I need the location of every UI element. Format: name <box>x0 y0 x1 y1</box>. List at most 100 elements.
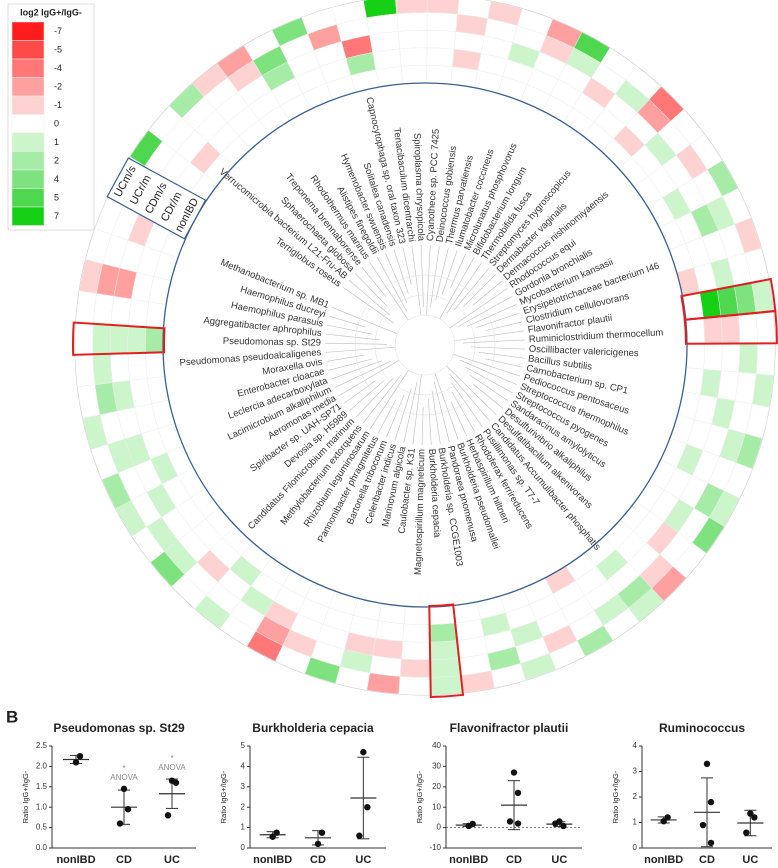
plot-title: Burkholderia cepacia <box>252 721 374 735</box>
legend-label: -7 <box>54 26 62 36</box>
tree-branch <box>463 274 496 308</box>
heatmap-cell <box>426 12 458 32</box>
y-tick-label: 2.5 <box>36 741 48 750</box>
heatmap-cell <box>145 352 166 379</box>
heatmap-cell <box>128 298 150 328</box>
heatmap-cell <box>375 620 405 642</box>
heatmap-cell <box>720 343 741 373</box>
x-tick-label: CD <box>506 854 522 866</box>
x-tick-label: UC <box>551 854 567 866</box>
tree-branch <box>420 245 424 308</box>
data-point <box>76 753 84 760</box>
tree-branch <box>348 279 391 316</box>
data-point <box>360 748 367 756</box>
heatmap-cell <box>720 314 741 344</box>
x-tick-label: UC <box>355 854 371 866</box>
highlight-box <box>72 321 166 356</box>
y-tick-label: 1 <box>241 823 246 832</box>
tree-branch <box>451 382 483 427</box>
data-point <box>552 820 559 827</box>
tree-branch <box>328 358 373 371</box>
y-tick-label: 0 <box>633 843 638 852</box>
tree-branch <box>465 366 513 394</box>
legend-swatch <box>11 40 45 60</box>
legend-label: 7 <box>54 211 59 221</box>
tree-branch <box>421 406 424 445</box>
tree-branch <box>332 307 398 335</box>
data-point <box>510 769 518 776</box>
ring-label-frame <box>106 157 207 240</box>
y-tick-label: -10 <box>429 843 441 852</box>
data-point <box>747 810 754 817</box>
tree-branch <box>472 280 503 306</box>
heatmap-cell <box>703 316 723 344</box>
data-point <box>560 822 567 830</box>
heatmap-cell <box>92 353 113 385</box>
tree-branch <box>446 365 497 416</box>
data-point <box>707 798 715 806</box>
y-tick-label: 2.0 <box>36 762 48 771</box>
legend-swatch <box>11 151 45 171</box>
data-point <box>164 812 172 819</box>
x-tick-label: nonIBD <box>253 854 292 866</box>
heatmap-cell <box>755 310 776 344</box>
data-point <box>506 818 514 825</box>
heatmap-cell <box>398 676 432 696</box>
data-point <box>364 804 371 811</box>
heatmap-cell <box>429 605 456 625</box>
x-tick-label: CD <box>310 854 326 866</box>
y-tick-label: 20 <box>432 782 441 791</box>
x-tick-label: UC <box>164 854 180 866</box>
highlight-box <box>683 309 778 345</box>
tree-branch <box>325 342 388 345</box>
highlight-box <box>428 603 465 698</box>
y-tick-label: 2 <box>241 802 246 811</box>
legend-swatch <box>11 21 45 41</box>
annotation: * <box>170 754 173 763</box>
y-tick-label: 3 <box>633 767 638 776</box>
species-label: Magnetospirillum magneticum <box>413 449 428 576</box>
tree-branch <box>385 253 408 303</box>
data-point <box>699 821 707 829</box>
tree-branch <box>377 399 397 434</box>
plot-title: Pseudomonas sp. St29 <box>53 721 185 735</box>
heatmap-cell <box>429 657 462 678</box>
tree-branch <box>454 267 490 310</box>
heatmap-cell <box>399 658 431 678</box>
x-tick-label: UC <box>742 854 758 866</box>
heatmap-cell <box>74 354 96 388</box>
legend-swatch <box>11 95 45 115</box>
heatmap-cell <box>426 0 460 15</box>
tree-branch <box>411 245 422 316</box>
y-axis-label: Ratio IgG+/IgG- <box>415 770 424 823</box>
heatmap-cell <box>399 47 428 67</box>
data-point <box>356 832 363 839</box>
tree-branch <box>403 382 418 443</box>
data-point <box>707 839 715 847</box>
tree-branch <box>446 262 482 314</box>
tree-branch <box>478 351 525 359</box>
legend-label: 1 <box>54 137 59 147</box>
heatmap-cell <box>738 343 758 375</box>
y-tick-label: 0 <box>241 843 246 852</box>
y-tick-label: 0 <box>437 823 442 832</box>
tree-arc <box>394 314 456 376</box>
y-tick-label: 2 <box>633 792 638 801</box>
x-tick-label: nonIBD <box>56 854 95 866</box>
tree-branch <box>361 267 387 298</box>
data-point <box>660 818 667 825</box>
data-point <box>172 779 180 786</box>
legend-swatch <box>11 169 45 189</box>
data-point <box>703 760 711 768</box>
tree-branch <box>431 390 441 444</box>
tree-branch <box>326 324 373 335</box>
tree-branch <box>469 374 509 401</box>
plot-title: Ruminococcus <box>659 721 745 735</box>
heatmap-cell <box>397 29 428 50</box>
data-point <box>514 789 522 797</box>
tree-branch <box>394 388 412 441</box>
y-tick-label: 1.0 <box>36 802 48 811</box>
heatmap-cell <box>127 352 148 381</box>
